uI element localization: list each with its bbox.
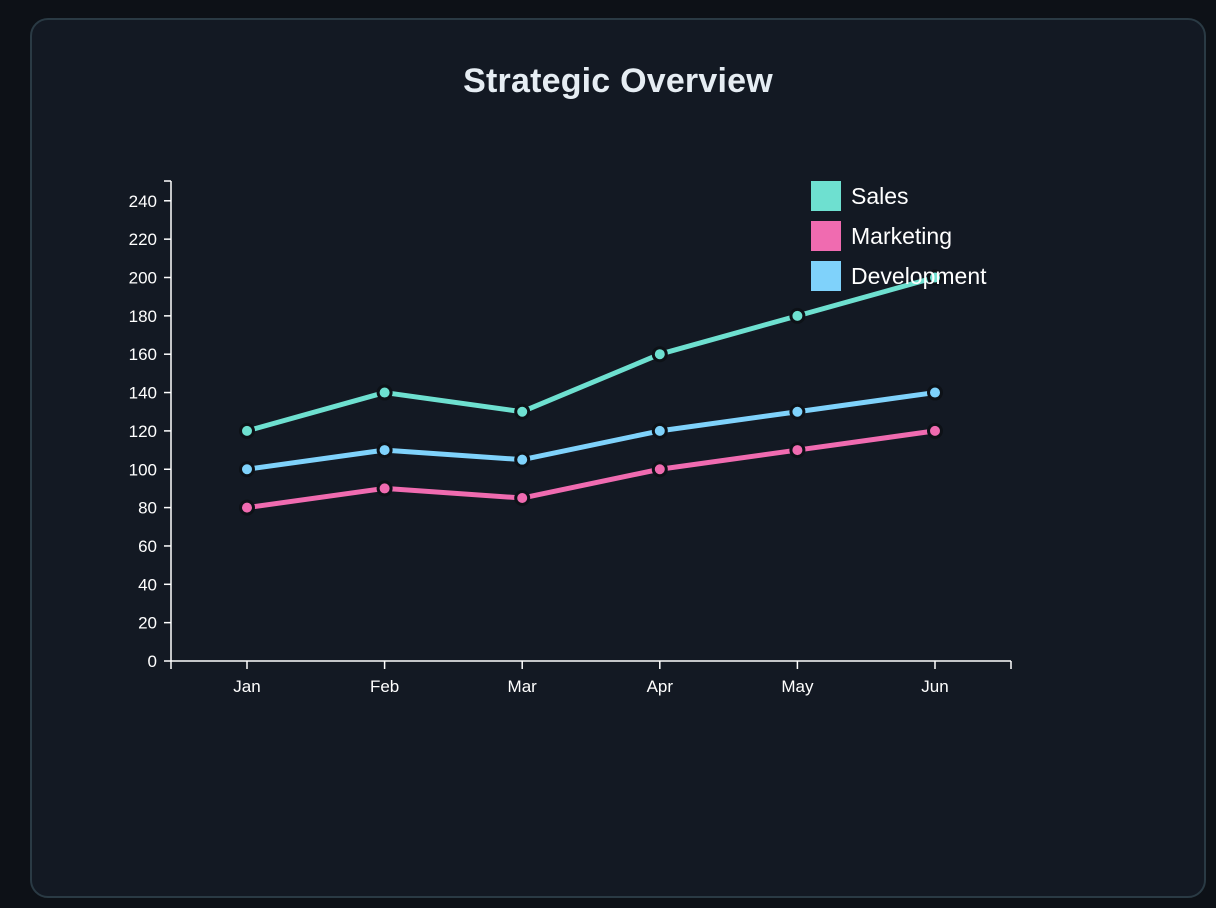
series-line-marketing [244, 428, 938, 511]
data-point-marketing [789, 442, 806, 459]
data-point-marketing [514, 490, 531, 507]
data-point-sales [239, 422, 255, 439]
series-lines [244, 275, 938, 511]
data-point-sales [651, 346, 668, 363]
chart-card: Strategic Overview [30, 18, 1206, 898]
y-tick-label: 220 [129, 230, 157, 249]
data-point-sales [514, 403, 531, 420]
data-point-marketing [239, 499, 255, 516]
x-tick-label: Jan [233, 677, 260, 696]
y-tick-label: 80 [138, 499, 157, 518]
y-tick-label: 180 [129, 307, 157, 326]
data-point-sales [376, 384, 393, 401]
chart-legend: Sales Marketing Development [811, 181, 987, 291]
y-tick-label: 240 [129, 192, 157, 211]
legend-swatch-sales [811, 181, 841, 211]
chart-title: Strategic Overview [463, 62, 773, 100]
y-tick-label: 100 [129, 460, 157, 479]
data-point-development [789, 403, 806, 420]
data-point-development [651, 422, 668, 439]
data-point-development [927, 384, 943, 401]
legend-swatch-marketing [811, 221, 841, 251]
data-point-development [376, 442, 393, 459]
y-tick-label: 60 [138, 537, 157, 556]
series-points [239, 269, 943, 516]
y-tick-label: 160 [129, 345, 157, 364]
data-point-marketing [376, 480, 393, 497]
x-tick-label: Mar [508, 677, 538, 696]
x-tick-label: May [781, 677, 814, 696]
y-tick-label: 40 [138, 575, 157, 594]
y-tick-label: 140 [129, 384, 157, 403]
x-tick-label: Apr [647, 677, 674, 696]
series-line-sales [244, 275, 938, 434]
chart-axes: 0 20 40 60 80 100 120 140 160 180 200 220 240 Jan Feb M… [129, 180, 1012, 696]
data-point-marketing [927, 422, 943, 439]
data-point-development [514, 451, 531, 468]
data-point-marketing [651, 461, 668, 478]
data-point-sales [789, 307, 806, 324]
y-tick-label: 120 [129, 422, 157, 441]
legend-swatch-development [811, 261, 841, 291]
data-point-sales [927, 269, 943, 286]
legend-label-marketing: Marketing [851, 223, 952, 249]
x-tick-label: Feb [370, 677, 399, 696]
y-tick-label: 0 [148, 652, 157, 671]
x-tick-label: Jun [921, 677, 948, 696]
legend-label-sales: Sales [851, 183, 909, 209]
y-tick-label: 20 [138, 614, 157, 633]
legend-label-development: Development [851, 263, 987, 289]
data-point-development [239, 461, 255, 478]
y-tick-label: 200 [129, 269, 157, 288]
series-line-development [244, 390, 938, 472]
